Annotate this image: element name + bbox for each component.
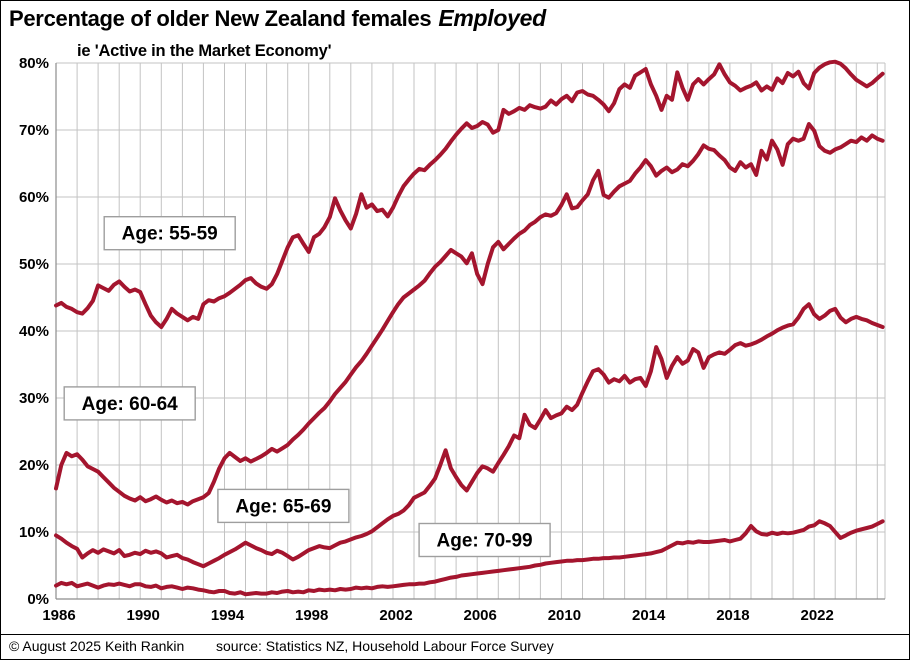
svg-text:Age: 70-99: Age: 70-99 xyxy=(437,531,533,552)
series-label-70-99: Age: 70-99 xyxy=(418,522,551,558)
y-tick-label: 30% xyxy=(19,390,49,407)
x-tick-label: 2018 xyxy=(716,607,749,624)
series-label-65-69: Age: 65-69 xyxy=(217,488,350,524)
svg-text:Age: 55-59: Age: 55-59 xyxy=(122,224,218,245)
chart-subtitle: ie 'Active in the Market Economy' xyxy=(77,42,332,60)
svg-text:Age: 60-64: Age: 60-64 xyxy=(82,394,179,415)
page-title: Percentage of older New Zealand females E… xyxy=(9,5,546,32)
y-tick-label: 50% xyxy=(19,256,49,273)
series-line-65-69 xyxy=(54,302,885,569)
x-tick-label: 2022 xyxy=(801,607,834,624)
chart-svg: 0% 10% 20% 30% 40% 50% 60% 70% 80% 1986 1990 1994 19… xyxy=(19,55,886,624)
x-tick-label: 1998 xyxy=(295,607,328,624)
x-tick-label: 2002 xyxy=(379,607,412,624)
footer-bar: © August 2025 Keith Rankin source: Stati… xyxy=(1,635,909,659)
y-tick-label: 70% xyxy=(19,122,49,139)
x-tick-label: 2014 xyxy=(632,607,666,624)
source-text: source: Statistics NZ, Household Labour … xyxy=(216,638,554,654)
plot-area: 0% 10% 20% 30% 40% 50% 60% 70% 80% 1986 1990 1994 19… xyxy=(1,1,909,634)
x-tick-label: 1986 xyxy=(42,607,75,624)
x-tick-label: 1994 xyxy=(211,607,245,624)
y-tick-label: 10% xyxy=(19,524,49,541)
title-text: Percentage of older New Zealand females xyxy=(9,6,432,31)
x-tick-label: 2010 xyxy=(548,607,581,624)
y-tick-label: 60% xyxy=(19,189,49,206)
y-tick-label: 20% xyxy=(19,457,49,474)
series-line-60-64 xyxy=(54,122,885,507)
x-tick-label: 1990 xyxy=(127,607,160,624)
y-tick-label: 0% xyxy=(27,591,49,608)
series-line-55-59 xyxy=(54,59,885,329)
y-tick-label: 80% xyxy=(19,55,49,72)
title-emphasis: Employed xyxy=(438,5,546,31)
series-label-55-59: Age: 55-59 xyxy=(103,215,236,251)
chart-region: 0% 10% 20% 30% 40% 50% 60% 70% 80% 1986 1990 1994 19… xyxy=(1,1,909,635)
copyright-text: © August 2025 Keith Rankin xyxy=(9,638,185,654)
y-tick-label: 40% xyxy=(19,323,49,340)
svg-text:Age: 65-69: Age: 65-69 xyxy=(235,496,331,517)
series-line-70-99 xyxy=(54,519,885,597)
series-label-60-64: Age: 60-64 xyxy=(63,386,196,421)
x-tick-label: 2006 xyxy=(464,607,497,624)
